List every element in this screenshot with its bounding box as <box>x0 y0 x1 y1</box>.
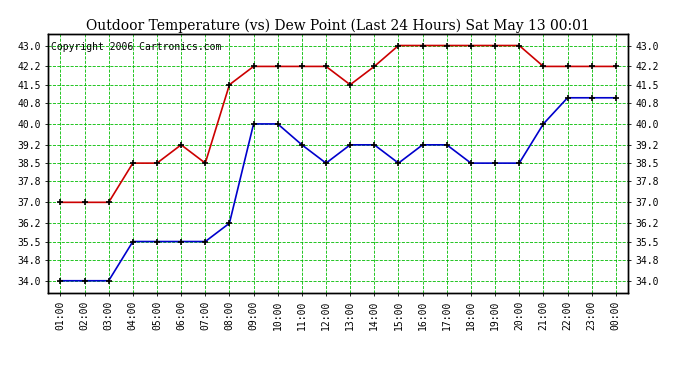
Title: Outdoor Temperature (vs) Dew Point (Last 24 Hours) Sat May 13 00:01: Outdoor Temperature (vs) Dew Point (Last… <box>86 18 590 33</box>
Text: Copyright 2006 Cartronics.com: Copyright 2006 Cartronics.com <box>51 42 221 51</box>
